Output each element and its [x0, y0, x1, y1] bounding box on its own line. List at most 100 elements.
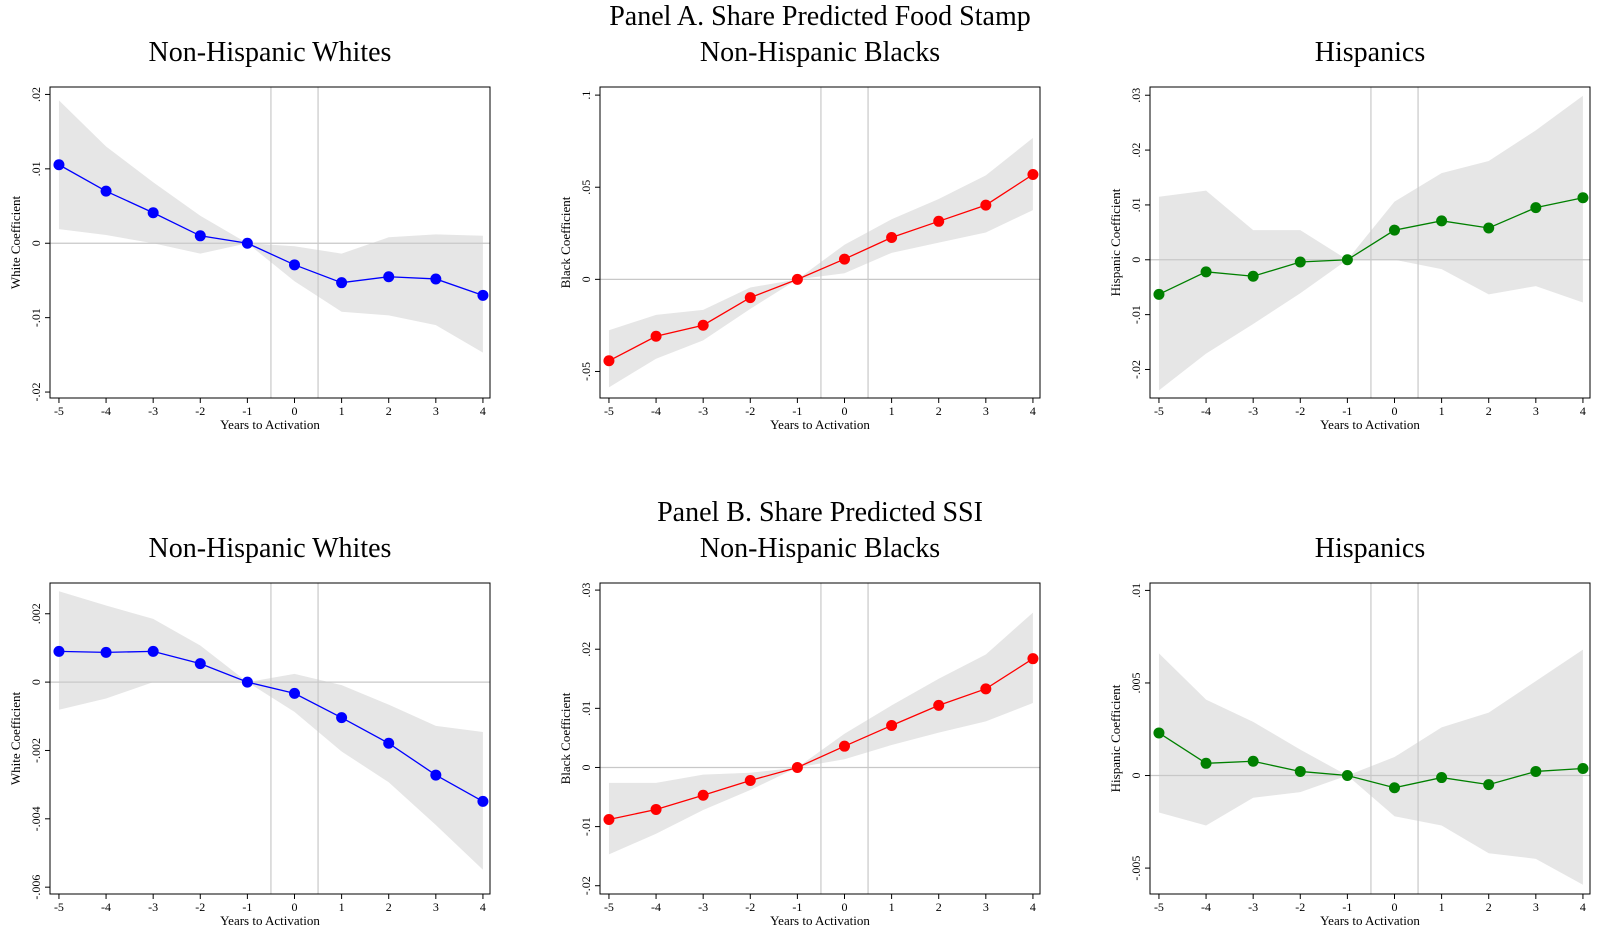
plot-frame: [599, 86, 1041, 399]
x-tick-label: -1: [1342, 404, 1352, 418]
x-axis-label: Years to Activation: [770, 417, 870, 432]
data-point: [194, 658, 206, 670]
x-tick-label: 2: [386, 404, 392, 418]
x-tick-label: 2: [936, 404, 942, 418]
chart-title: Hispanics: [1315, 533, 1425, 564]
plot-frame: [49, 582, 491, 895]
chart-title: Non-Hispanic Blacks: [700, 37, 940, 68]
x-tick-label: 4: [1580, 404, 1586, 418]
x-tick-label: 3: [1533, 404, 1539, 418]
x-tick-label: 3: [983, 900, 989, 914]
x-tick-label: 2: [1486, 900, 1492, 914]
data-point: [650, 803, 662, 815]
y-tick-label: -.02: [579, 876, 593, 895]
x-tick-label: -2: [195, 404, 205, 418]
y-axis-label: Hispanic Coefficient: [1108, 188, 1123, 296]
data-point: [838, 253, 850, 265]
x-tick-label: 4: [1030, 900, 1036, 914]
x-tick-label: 0: [841, 404, 847, 418]
x-tick-label: -4: [1201, 404, 1211, 418]
x-tick-label: 4: [480, 404, 486, 418]
y-tick-label: .1: [579, 91, 593, 100]
x-tick-label: -2: [1295, 900, 1305, 914]
data-point: [603, 814, 615, 826]
data-point: [791, 273, 803, 285]
data-point: [838, 740, 850, 752]
y-tick-label: .03: [1129, 88, 1143, 103]
data-point: [1577, 192, 1589, 204]
y-tick-label: .01: [1129, 197, 1143, 212]
x-tick-label: -3: [1248, 404, 1258, 418]
x-tick-label: -1: [792, 900, 802, 914]
data-point: [1027, 653, 1039, 665]
data-point: [241, 676, 253, 688]
x-tick-label: -3: [698, 900, 708, 914]
data-point: [1247, 755, 1259, 767]
x-tick-label: -3: [698, 404, 708, 418]
x-tick-label: -2: [745, 404, 755, 418]
x-tick-label: -3: [148, 404, 158, 418]
x-tick-label: -2: [195, 900, 205, 914]
plot-frame: [1149, 582, 1591, 895]
x-tick-label: 0: [291, 900, 297, 914]
y-tick-label: -.01: [1129, 305, 1143, 324]
x-tick-label: 3: [433, 900, 439, 914]
x-tick-label: 4: [480, 900, 486, 914]
y-tick-label: -.002: [29, 738, 43, 763]
y-axis-label: White Coefficient: [8, 691, 23, 785]
data-point: [744, 774, 756, 786]
data-point: [1027, 169, 1039, 181]
y-tick-label: .02: [579, 642, 593, 657]
y-tick-label: 0: [579, 276, 593, 282]
x-tick-label: -5: [604, 404, 614, 418]
chart-title: Non-Hispanic Blacks: [700, 533, 940, 564]
data-point: [1200, 266, 1212, 278]
data-point: [383, 737, 395, 749]
data-point: [1436, 772, 1448, 784]
y-tick-label: .005: [1129, 672, 1143, 693]
x-tick-label: -2: [745, 900, 755, 914]
data-point: [241, 237, 253, 249]
y-tick-label: -.005: [1129, 856, 1143, 881]
x-tick-label: 3: [1533, 900, 1539, 914]
plot-frame: [599, 582, 1041, 895]
confidence-band: [608, 612, 1033, 855]
y-tick-label: .02: [1129, 143, 1143, 158]
data-point: [1577, 762, 1589, 774]
confidence-band: [58, 591, 483, 870]
x-tick-label: 1: [889, 900, 895, 914]
data-point: [980, 199, 992, 211]
x-tick-label: -1: [242, 404, 252, 418]
data-point: [53, 645, 65, 657]
data-point: [933, 215, 945, 227]
x-axis-label: Years to Activation: [220, 417, 320, 432]
x-tick-label: 2: [386, 900, 392, 914]
x-tick-label: -4: [651, 404, 661, 418]
data-point: [1530, 765, 1542, 777]
x-tick-label: -2: [1295, 404, 1305, 418]
x-tick-label: 1: [339, 404, 345, 418]
y-tick-label: .05: [579, 180, 593, 195]
data-point: [53, 159, 65, 171]
data-point: [603, 355, 615, 367]
data-point: [100, 646, 112, 658]
series-line: [1158, 197, 1584, 295]
x-tick-label: -5: [54, 900, 64, 914]
y-tick-label: 0: [29, 679, 43, 685]
y-tick-label: .002: [29, 603, 43, 624]
x-tick-label: -4: [101, 404, 111, 418]
panel-title: Panel A. Share Predicted Food Stamp: [609, 1, 1031, 32]
y-axis-label: White Coefficient: [8, 195, 23, 289]
x-tick-label: 0: [1391, 404, 1397, 418]
data-point: [336, 712, 348, 724]
x-tick-label: 3: [983, 404, 989, 418]
x-axis-label: Years to Activation: [220, 913, 320, 928]
x-tick-label: -4: [651, 900, 661, 914]
y-tick-label: -.004: [29, 806, 43, 831]
x-axis-label: Years to Activation: [1320, 417, 1420, 432]
data-point: [430, 769, 442, 781]
data-point: [1294, 765, 1306, 777]
confidence-band: [58, 100, 483, 353]
data-point: [1294, 256, 1306, 268]
